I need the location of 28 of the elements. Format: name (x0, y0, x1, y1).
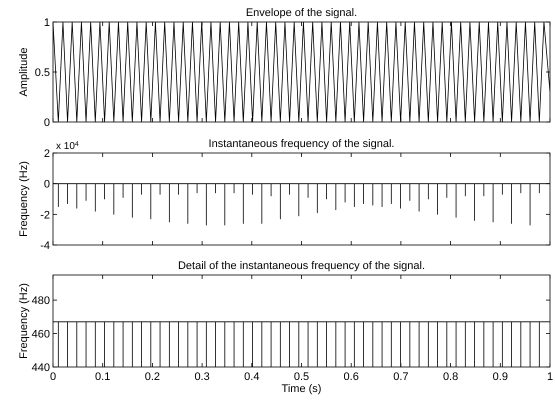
y-axis-title: Frequency (Hz) (18, 161, 30, 237)
y-tick-label: -2 (40, 209, 50, 222)
y-tick-label: 2 (44, 148, 50, 160)
chart-title: Envelope of the signal. (246, 7, 358, 19)
x-tick-label: 0.1 (95, 371, 110, 383)
x-axis-title: Time (s) (282, 383, 322, 395)
x-tick-label: 0.2 (144, 371, 160, 383)
chart-title: Instantaneous frequency of the signal. (208, 138, 394, 150)
y-tick-label: 0.5 (34, 67, 50, 79)
x-tick-label: 0.6 (344, 371, 359, 383)
x-tick-label: 0.5 (294, 371, 310, 383)
y-tick-label: 0 (44, 178, 50, 191)
y-tick-label: 1 (44, 17, 50, 29)
x-tick-label: 0.7 (393, 371, 409, 383)
x-tick-label: 0.3 (194, 371, 210, 383)
y-tick-label: 460 (32, 328, 50, 341)
y-tick-label: 0 (44, 117, 50, 129)
x-tick-label: 0.4 (244, 371, 260, 383)
x-tick-label: 1 (546, 371, 554, 383)
x-tick-label: 0.8 (442, 371, 458, 383)
chart-title: Detail of the instantaneous frequency of the signal. (178, 260, 426, 272)
y-tick-label: -4 (40, 240, 50, 252)
y-tick-label: 440 (32, 362, 50, 374)
x-tick-label: 0.9 (492, 371, 508, 383)
text: x 10$^{4}$ (56, 140, 79, 152)
y-axis-title: Frequency (Hz) (18, 283, 30, 359)
y-axis-title: Amplitude (18, 48, 30, 96)
y-tick-label: 480 (32, 295, 50, 308)
